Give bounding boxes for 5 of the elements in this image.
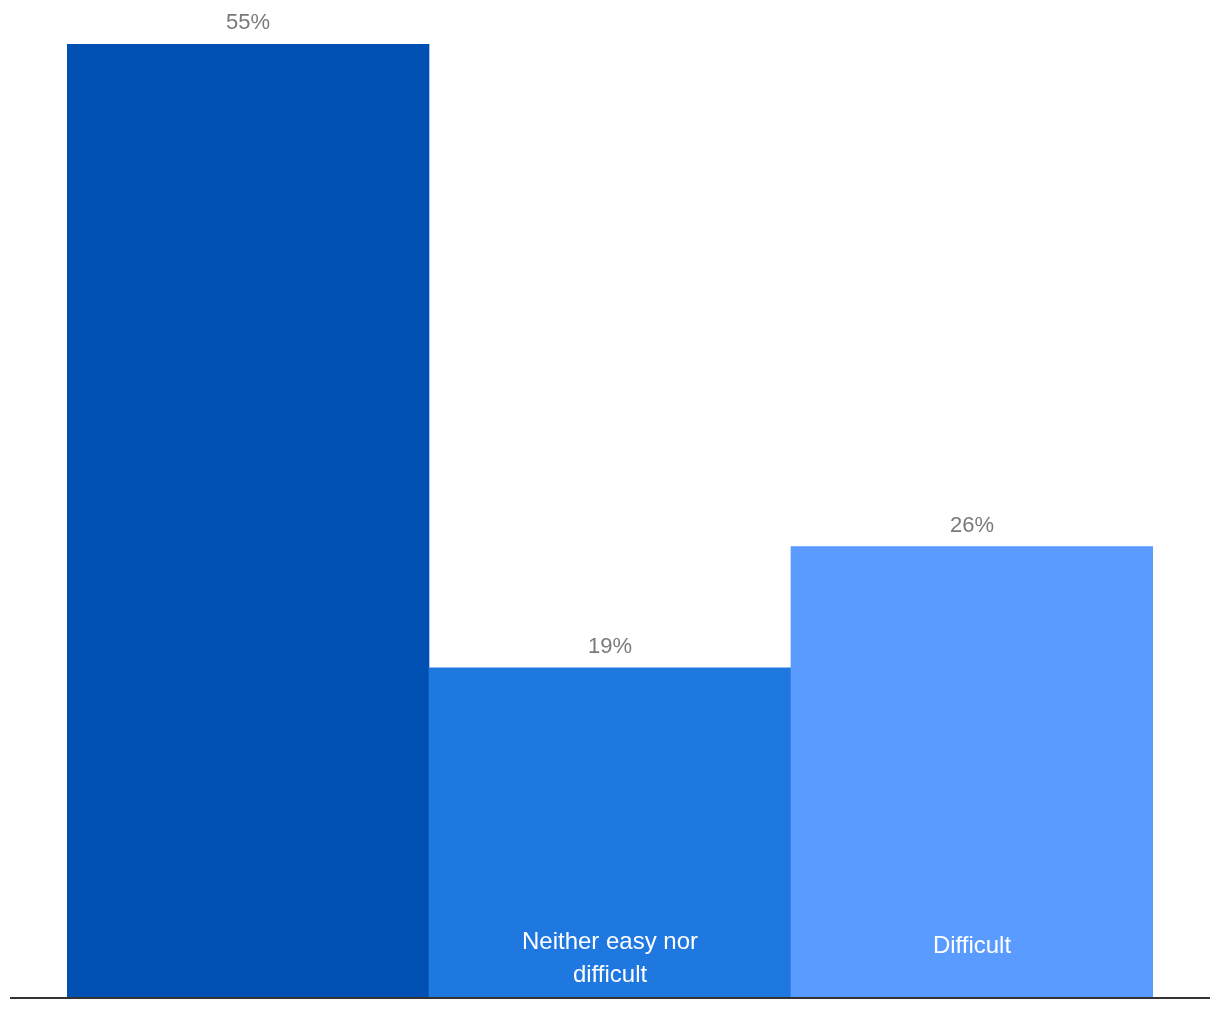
data-label: 26% <box>949 511 995 537</box>
x-tick-label: Neither easy nor difficult <box>521 926 699 987</box>
data-label: 19% <box>587 632 633 658</box>
x-tick-label: Difficult <box>932 931 1012 958</box>
data-label: 55% <box>225 9 271 35</box>
